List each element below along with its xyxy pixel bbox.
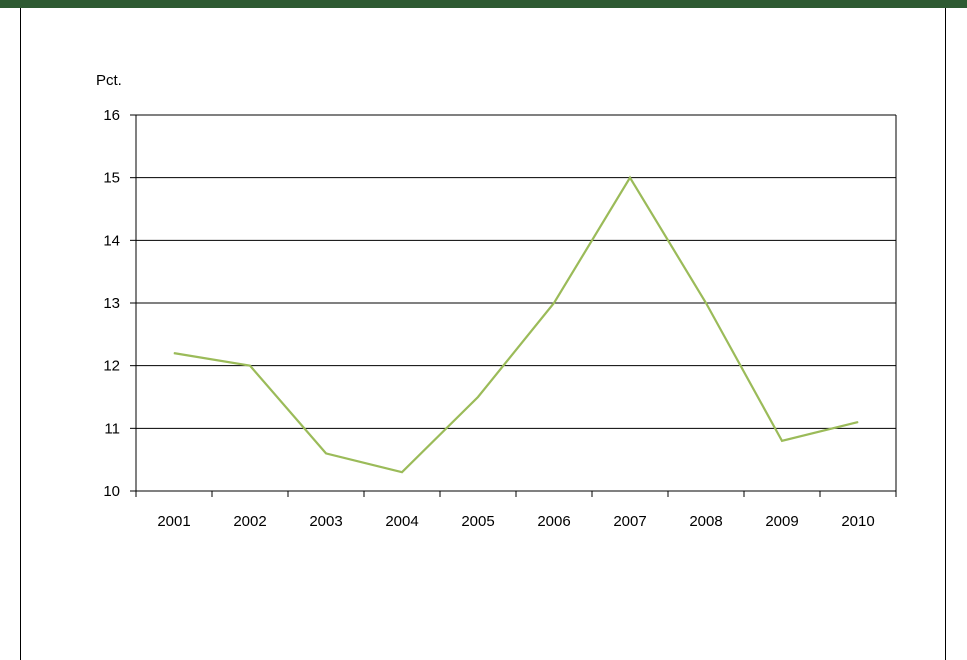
series-group [173, 175, 859, 474]
x-tick-label: 2008 [689, 513, 722, 530]
data-point [401, 471, 403, 473]
frame-right-border [945, 8, 946, 660]
x-tick-label: 2001 [157, 513, 190, 530]
data-point [249, 365, 251, 367]
header-bar [0, 0, 967, 8]
y-tick-label: 11 [104, 420, 120, 437]
x-tick-label: 2006 [537, 513, 570, 530]
x-axis-ticks: 2001 2002 2003 2004 2005 2006 2007 2008 2009 2010 [135, 491, 897, 530]
data-point [477, 396, 479, 398]
data-point [705, 302, 707, 304]
data-point [173, 352, 175, 354]
x-tick-label: 2010 [841, 513, 874, 530]
data-point [553, 302, 555, 304]
y-tick-label: 15 [103, 170, 120, 187]
gridlines [136, 114, 896, 429]
series-line [173, 175, 859, 474]
x-tick-label: 2007 [613, 513, 646, 530]
frame-left-border [20, 8, 21, 660]
x-tick-label: 2003 [309, 513, 342, 530]
x-tick-label: 2005 [461, 513, 494, 530]
x-tick-label: 2009 [765, 513, 798, 530]
x-tick-label: 2004 [385, 513, 418, 530]
y-tick-label: 10 [103, 483, 120, 500]
y-tick-label: 16 [103, 107, 120, 124]
data-point [857, 421, 859, 423]
x-tick-label: 2002 [233, 513, 266, 530]
data-point [781, 440, 783, 442]
y-tick-label: 13 [103, 295, 120, 312]
y-tick-label: 12 [103, 358, 120, 375]
y-axis-label: Pct. [96, 72, 122, 89]
data-point [325, 452, 327, 454]
y-tick-label: 14 [103, 232, 120, 249]
data-point [629, 177, 631, 179]
y-axis-ticks: 10 11 12 13 14 15 16 [103, 107, 136, 500]
